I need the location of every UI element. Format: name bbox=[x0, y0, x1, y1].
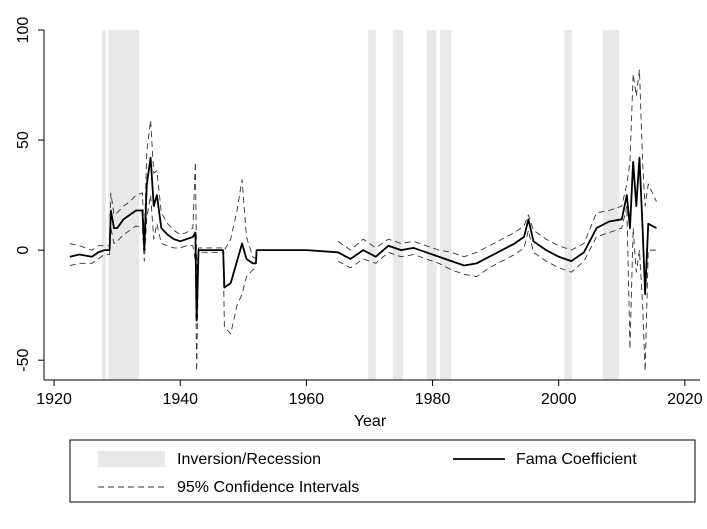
legend-label: 95% Confidence Intervals bbox=[177, 479, 359, 496]
legend-label: Fama Coefficient bbox=[516, 451, 637, 468]
x-tick-label: 1980 bbox=[415, 391, 451, 408]
ci-upper-line bbox=[69, 69, 657, 273]
shaded-range bbox=[426, 30, 437, 380]
y-tick-label: 50 bbox=[15, 131, 32, 149]
legend-box bbox=[69, 439, 696, 503]
x-tick-label: 1920 bbox=[36, 391, 72, 408]
coefficient-line bbox=[69, 156, 657, 322]
x-tick-label: 2020 bbox=[667, 391, 703, 408]
shaded-range bbox=[440, 30, 452, 380]
shaded-range bbox=[392, 30, 403, 380]
shaded-range bbox=[564, 30, 572, 380]
x-axis-label: Year bbox=[354, 413, 387, 430]
y-tick-label: 100 bbox=[15, 17, 32, 44]
shaded-range bbox=[368, 30, 376, 380]
shaded-range bbox=[102, 30, 106, 380]
y-tick-label: -50 bbox=[15, 349, 32, 372]
legend-swatch bbox=[98, 451, 165, 467]
x-tick-label: 1940 bbox=[162, 391, 198, 408]
y-tick-label: 0 bbox=[15, 246, 32, 255]
shaded-range bbox=[602, 30, 620, 380]
shaded-range bbox=[108, 30, 140, 380]
x-tick-label: 2000 bbox=[541, 391, 577, 408]
legend-label: Inversion/Recession bbox=[177, 451, 321, 468]
x-tick-label: 1960 bbox=[289, 391, 325, 408]
